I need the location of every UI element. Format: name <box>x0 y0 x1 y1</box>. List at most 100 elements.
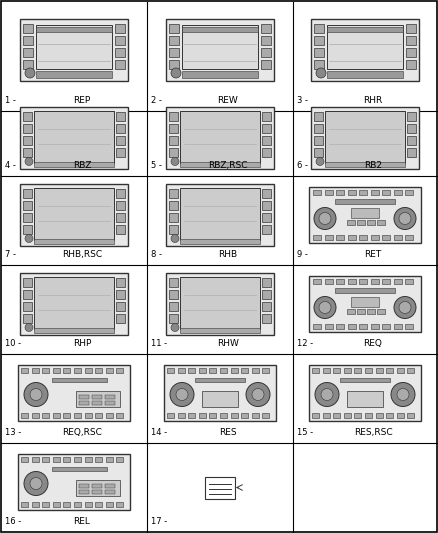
Bar <box>252 367 259 373</box>
Bar <box>42 413 49 417</box>
Bar <box>169 200 178 209</box>
Bar <box>105 483 115 488</box>
Bar <box>115 36 125 45</box>
Circle shape <box>394 207 416 230</box>
Bar <box>106 502 113 506</box>
Bar <box>92 489 102 494</box>
Bar <box>262 313 271 322</box>
Bar <box>314 111 323 120</box>
Bar <box>116 111 125 120</box>
Bar <box>262 224 271 233</box>
Bar <box>23 302 32 311</box>
Bar <box>182 27 258 32</box>
Bar <box>325 110 405 163</box>
Bar <box>351 207 379 217</box>
Bar <box>64 456 71 462</box>
Bar <box>209 367 216 373</box>
Bar <box>180 277 260 328</box>
Bar <box>79 489 89 494</box>
Text: RBZ: RBZ <box>73 161 91 170</box>
Bar <box>23 36 33 45</box>
Bar <box>313 235 321 239</box>
Bar <box>252 413 259 417</box>
Bar <box>371 279 379 284</box>
Bar <box>92 394 102 399</box>
Bar <box>166 107 274 168</box>
Bar <box>313 190 321 195</box>
Bar <box>377 309 385 313</box>
Bar <box>23 278 32 287</box>
Bar <box>241 413 248 417</box>
Circle shape <box>24 472 48 496</box>
Bar <box>23 313 32 322</box>
Bar <box>394 279 402 284</box>
Bar <box>376 413 383 417</box>
Bar <box>85 413 92 417</box>
Bar <box>325 279 332 284</box>
Bar <box>382 279 390 284</box>
Bar <box>382 235 390 239</box>
Text: RHW: RHW <box>217 339 239 348</box>
Circle shape <box>397 389 409 400</box>
Bar <box>21 456 28 462</box>
Bar <box>311 107 419 168</box>
Bar <box>367 220 375 224</box>
Bar <box>23 135 32 144</box>
Bar <box>92 400 102 405</box>
Bar <box>336 235 344 239</box>
Bar <box>394 190 402 195</box>
Bar <box>21 413 28 417</box>
Bar <box>313 279 321 284</box>
Bar <box>397 367 404 373</box>
Text: REQ: REQ <box>364 339 382 348</box>
Bar <box>21 367 28 373</box>
Circle shape <box>171 157 179 166</box>
Bar <box>262 200 271 209</box>
Bar <box>262 289 271 298</box>
Bar <box>407 148 416 157</box>
Bar <box>180 110 260 163</box>
Bar <box>23 289 32 298</box>
Bar <box>169 124 178 133</box>
Bar <box>406 36 416 45</box>
Bar <box>169 135 178 144</box>
Bar <box>21 502 28 506</box>
Bar <box>312 367 319 373</box>
Bar <box>169 224 178 233</box>
Bar <box>166 183 274 246</box>
Bar <box>359 324 367 328</box>
Bar <box>166 272 274 335</box>
Text: RB2: RB2 <box>364 161 382 170</box>
Text: 15 -: 15 - <box>297 428 313 437</box>
Bar <box>406 60 416 69</box>
Bar <box>177 367 184 373</box>
Bar <box>116 224 125 233</box>
Circle shape <box>171 324 179 332</box>
Bar <box>116 278 125 287</box>
Bar <box>169 278 178 287</box>
Bar <box>365 367 372 373</box>
Bar <box>106 413 113 417</box>
Bar <box>52 466 106 471</box>
Bar <box>23 48 33 57</box>
Bar <box>182 71 258 78</box>
Bar <box>407 413 414 417</box>
Bar <box>85 456 92 462</box>
Bar <box>241 367 248 373</box>
Text: 3 -: 3 - <box>297 96 308 105</box>
Bar <box>23 124 32 133</box>
Bar <box>116 213 125 222</box>
Bar <box>95 502 102 506</box>
Bar <box>18 454 130 510</box>
Bar <box>23 213 32 222</box>
Bar <box>164 365 276 421</box>
Circle shape <box>246 383 270 407</box>
Bar <box>23 200 32 209</box>
Bar <box>34 110 114 163</box>
Bar <box>261 60 271 69</box>
Bar <box>36 27 112 32</box>
Bar <box>336 279 344 284</box>
Text: RET: RET <box>364 250 381 259</box>
Circle shape <box>252 389 264 400</box>
Text: RBZ,RSC: RBZ,RSC <box>208 161 248 170</box>
